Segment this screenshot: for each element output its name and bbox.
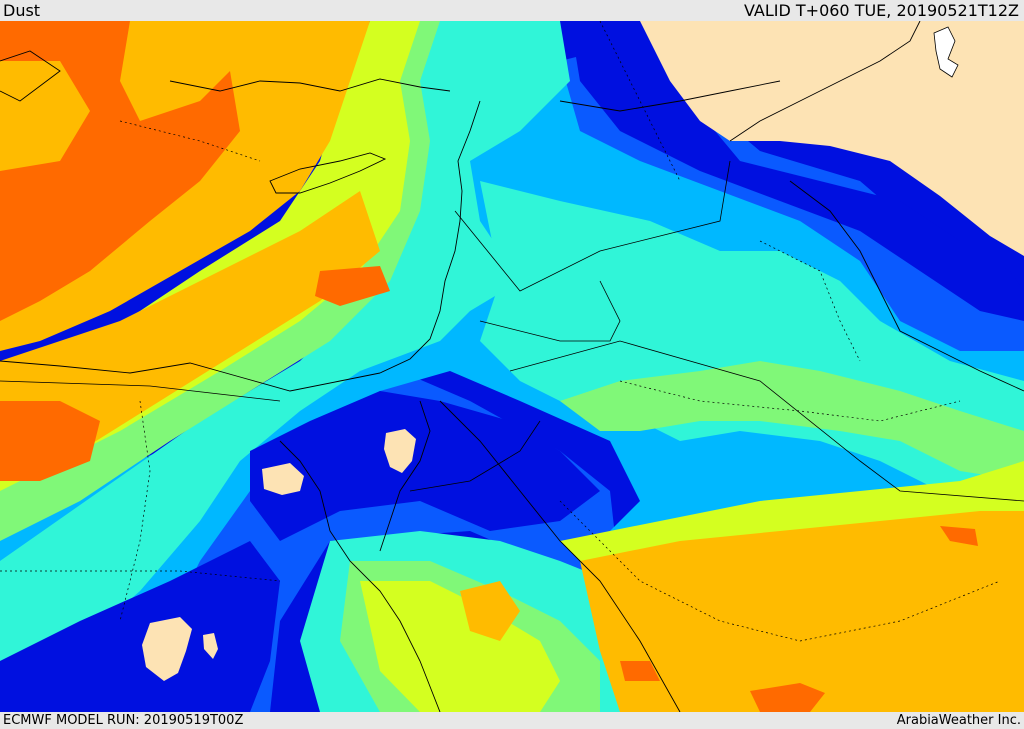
dust-forecast-map — [0, 21, 1024, 712]
dust-field-high-west — [0, 401, 100, 481]
dust-field-high-center — [315, 266, 390, 306]
lake-feature — [933, 26, 959, 78]
province-borders — [0, 21, 1001, 642]
clear-area-sudan2 — [203, 633, 218, 659]
dust-field-deep-sw — [0, 541, 280, 712]
dust-field-deep-core — [250, 391, 600, 541]
dust-field-orange-se — [580, 511, 1024, 712]
dust-field-high-se3 — [750, 683, 825, 712]
valid-time: VALID T+060 TUE, 20190521T12Z — [743, 1, 1019, 20]
dust-field-high-se2 — [620, 661, 660, 681]
clear-area-egypt — [262, 463, 304, 495]
map-header: Dust VALID T+060 TUE, 20190521T12Z — [0, 0, 1024, 21]
dust-field-aqua — [0, 21, 570, 701]
map-footer: ECMWF MODEL RUN: 20190519T00Z ArabiaWeat… — [0, 712, 1024, 729]
dust-field-orange-west2 — [0, 191, 380, 481]
model-run: ECMWF MODEL RUN: 20190519T00Z — [3, 713, 244, 728]
product-title: Dust — [3, 1, 41, 20]
clear-area-sinai — [384, 429, 416, 473]
clear-area-sudan1 — [142, 617, 192, 681]
credit: ArabiaWeather Inc. — [896, 713, 1021, 728]
country-borders — [0, 160, 1024, 502]
dust-field-lime-south — [360, 581, 560, 712]
dust-field-orange-patch — [460, 581, 520, 641]
coastlines — [0, 21, 1024, 712]
clear-area-northeast — [640, 21, 1024, 256]
dust-field-high-se1 — [940, 526, 978, 546]
dust-field-green-east — [560, 361, 1024, 481]
dust-field-high-nw — [0, 21, 240, 321]
